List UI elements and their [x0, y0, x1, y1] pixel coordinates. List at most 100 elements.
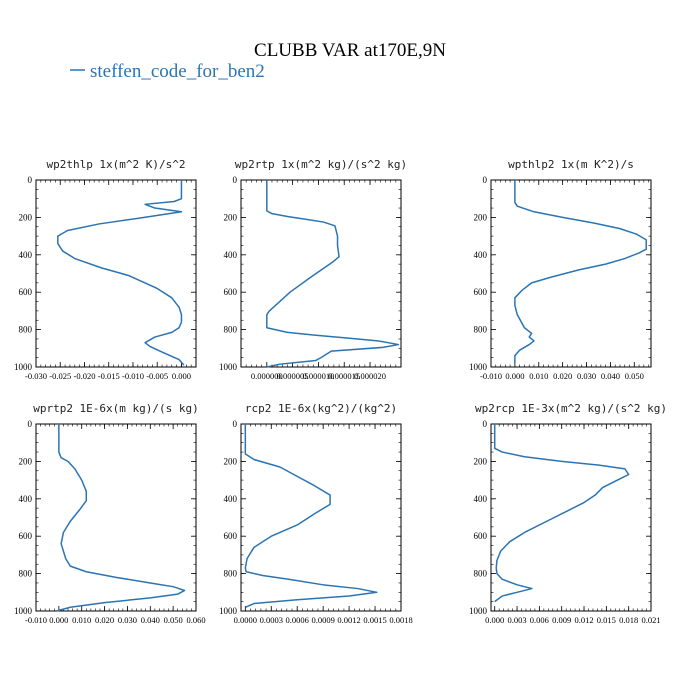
x-tick-label: 0.006: [530, 615, 549, 625]
x-tick-label: 0.0006: [286, 615, 309, 625]
y-tick-label: 1000: [219, 606, 238, 616]
x-tick-label: 0.010: [529, 371, 548, 381]
y-tick-label: 200: [224, 456, 238, 466]
panel-1: wp2thlp 1x(m^2 K)/s^2-0.030 -0.025 -0.020-…: [14, 158, 197, 381]
y-tick-label: 0: [28, 175, 33, 185]
series-line: [266, 180, 400, 368]
x-tick-label: 0.050: [625, 371, 644, 381]
figure-title: CLUBB VAR at170E,9N: [254, 40, 446, 61]
y-tick-label: 200: [19, 212, 33, 222]
x-tick-label: 0.0015: [363, 615, 386, 625]
y-tick-label: 800: [474, 569, 488, 579]
y-tick-label: 200: [19, 456, 33, 466]
y-tick-label: 1000: [14, 606, 33, 616]
y-tick-label: 600: [224, 287, 238, 297]
x-tick-label: 0.000000: [251, 371, 283, 381]
y-tick-label: 800: [224, 569, 238, 579]
y-tick-label: 800: [224, 325, 238, 335]
x-tick-label: -0.030: [25, 371, 47, 381]
x-tick-label: 0.012: [574, 615, 593, 625]
panel-title: wprtp2 1E-6x(m kg)/(s kg): [33, 402, 199, 415]
legend: steffen_code_for_ben2: [70, 61, 265, 82]
y-tick-label: 0: [233, 419, 238, 429]
y-tick-label: 400: [474, 250, 488, 260]
y-tick-label: 200: [224, 212, 238, 222]
x-tick-label: 0.0012: [337, 615, 360, 625]
y-tick-label: 600: [474, 287, 488, 297]
x-tick-label: 0.0003: [260, 615, 283, 625]
series-line: [57, 180, 185, 366]
x-tick-label: -0.020: [74, 371, 96, 381]
plot-frame: [35, 423, 197, 612]
x-tick-label: 0.000: [49, 615, 68, 625]
x-tick-label: 0.030: [577, 371, 596, 381]
y-tick-label: 400: [474, 494, 488, 504]
y-tick-label: 800: [19, 325, 33, 335]
panel-5: rcp2 1E-6x(kg^2)/(kg^2)0.0000 0.0003 0.000…: [219, 402, 413, 625]
y-tick-label: 600: [19, 287, 33, 297]
y-tick-label: 200: [474, 456, 488, 466]
y-tick-label: 400: [19, 250, 33, 260]
x-tick-label: 0.0018: [389, 615, 412, 625]
plot-frame: [490, 179, 652, 368]
legend-label: steffen_code_for_ben2: [90, 61, 265, 82]
x-tick-label: 0.020: [95, 615, 114, 625]
y-tick-label: 600: [19, 531, 33, 541]
x-tick-label: 0.020: [553, 371, 572, 381]
x-tick-label: 0.009: [552, 615, 571, 625]
x-tick-label: 0.000005: [277, 371, 309, 381]
x-tick-label: 0.010: [72, 615, 91, 625]
y-tick-label: 1000: [219, 362, 238, 372]
y-tick-label: 0: [483, 419, 488, 429]
x-tick-label: -0.010: [25, 615, 47, 625]
x-tick-label: 0.030: [118, 615, 137, 625]
panel-title: wp2rcp 1E-3x(m^2 kg)/(s^2 kg): [475, 402, 667, 415]
x-tick-label: 0.0000: [234, 615, 257, 625]
x-tick-label: 0.000020: [354, 371, 386, 381]
panel-title: wp2rtp 1x(m^2 kg)/(s^2 kg): [235, 158, 407, 171]
series-line: [514, 180, 647, 364]
x-tick-label: 0.003: [507, 615, 526, 625]
x-tick-label: -0.010: [122, 371, 144, 381]
x-tick-label: 0.000: [485, 615, 504, 625]
x-tick-label: 0.021: [641, 615, 660, 625]
y-tick-label: 400: [224, 494, 238, 504]
y-tick-label: 1000: [14, 362, 33, 372]
x-tick-label: 0.000010: [302, 371, 334, 381]
panel-4: wprtp2 1E-6x(m kg)/(s kg) -0.010 0.000 0.01…: [14, 402, 206, 625]
x-tick-label: 0.000015: [328, 371, 360, 381]
y-tick-label: 400: [224, 250, 238, 260]
series-line: [56, 424, 186, 612]
panel-title: rcp2 1E-6x(kg^2)/(kg^2): [245, 402, 397, 415]
y-tick-label: 0: [28, 419, 33, 429]
x-tick-label: 0.0009: [311, 615, 334, 625]
series-line: [493, 424, 630, 603]
y-tick-label: 200: [474, 212, 488, 222]
panel-title: wpthlp2 1x(m K^2)/s: [508, 158, 634, 171]
x-tick-label: -0.010: [480, 371, 502, 381]
plot-frame: [240, 179, 402, 368]
x-tick-label: 0.050: [164, 615, 183, 625]
y-tick-label: 0: [233, 175, 238, 185]
x-tick-label: 0.060: [186, 615, 205, 625]
plot-frame: [240, 423, 402, 612]
panels-container: wp2thlp 1x(m^2 K)/s^2-0.030 -0.025 -0.020-…: [14, 158, 667, 625]
series-line: [244, 424, 378, 608]
plot-frame: [35, 179, 197, 368]
panel-2: wp2rtp 1x(m^2 kg)/(s^2 kg)0.0000000.0000…: [219, 158, 407, 381]
panel-6: wp2rcp 1E-3x(m^2 kg)/(s^2 kg) 0.000 0.003 0…: [469, 402, 667, 625]
panel-3: wpthlp2 1x(m K^2)/s -0.010 0.000 0.010 0.020…: [469, 158, 652, 381]
x-tick-label: 0.040: [601, 371, 620, 381]
x-tick-label: 0.018: [619, 615, 638, 625]
x-tick-label: 0.015: [597, 615, 616, 625]
y-tick-label: 400: [19, 494, 33, 504]
x-tick-label: -0.025: [49, 371, 71, 381]
y-tick-label: 0: [483, 175, 488, 185]
y-tick-label: 1000: [469, 362, 488, 372]
x-tick-label: 0.000: [172, 371, 191, 381]
y-tick-label: 600: [474, 531, 488, 541]
panel-title: wp2thlp 1x(m^2 K)/s^2: [46, 158, 185, 171]
y-tick-label: 800: [19, 569, 33, 579]
x-tick-label: -0.015: [98, 371, 120, 381]
